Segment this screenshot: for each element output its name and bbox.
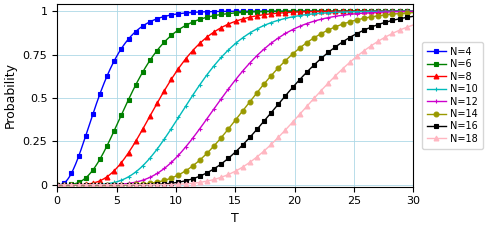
N=8 <box>264 13 270 16</box>
N=18 <box>146 183 151 186</box>
N=6 <box>322 10 328 13</box>
N=4 <box>322 10 328 13</box>
N=14 <box>411 11 416 14</box>
N=12 <box>215 101 221 104</box>
N=18 <box>54 183 60 186</box>
N=8 <box>54 183 60 186</box>
N=12 <box>146 177 151 179</box>
N=10 <box>215 59 221 62</box>
N=14 <box>215 140 221 142</box>
N=18 <box>215 177 221 180</box>
Line: N=18: N=18 <box>55 22 416 187</box>
N=10 <box>117 179 123 182</box>
N=8 <box>411 10 416 13</box>
N=6 <box>411 10 416 13</box>
Line: N=14: N=14 <box>55 10 416 187</box>
N=12 <box>411 10 416 13</box>
N=10 <box>264 23 270 26</box>
N=4 <box>411 10 416 13</box>
N=18 <box>411 24 416 26</box>
N=8 <box>146 117 151 120</box>
N=10 <box>411 10 416 13</box>
Line: N=6: N=6 <box>55 9 416 187</box>
N=4 <box>117 49 123 52</box>
N=8 <box>215 28 221 31</box>
N=14 <box>322 30 328 33</box>
N=10 <box>292 15 298 18</box>
Line: N=16: N=16 <box>55 14 416 187</box>
Line: N=10: N=10 <box>55 9 416 187</box>
N=6 <box>215 14 221 16</box>
Y-axis label: Probability: Probability <box>4 62 17 128</box>
N=16 <box>54 183 60 186</box>
N=4 <box>215 10 221 13</box>
N=16 <box>292 83 298 86</box>
N=4 <box>264 10 270 13</box>
N=6 <box>264 10 270 13</box>
N=12 <box>54 183 60 186</box>
N=16 <box>411 15 416 18</box>
N=6 <box>146 61 151 64</box>
Line: N=4: N=4 <box>55 9 416 187</box>
N=18 <box>292 118 298 121</box>
N=12 <box>292 27 298 30</box>
N=14 <box>117 183 123 186</box>
N=6 <box>292 10 298 13</box>
N=4 <box>54 183 60 186</box>
N=6 <box>54 183 60 186</box>
N=14 <box>146 182 151 185</box>
N=18 <box>117 183 123 186</box>
N=14 <box>264 79 270 82</box>
N=18 <box>264 147 270 150</box>
N=8 <box>322 10 328 13</box>
N=10 <box>146 158 151 161</box>
N=10 <box>54 183 60 186</box>
N=8 <box>292 11 298 14</box>
N=8 <box>117 163 123 165</box>
N=6 <box>117 116 123 119</box>
N=4 <box>146 21 151 24</box>
N=16 <box>215 165 221 167</box>
Line: N=8: N=8 <box>55 9 416 187</box>
N=18 <box>322 85 328 87</box>
N=10 <box>322 11 328 14</box>
N=14 <box>292 51 298 53</box>
Legend: N=4, N=6, N=8, N=10, N=12, N=14, N=16, N=18: N=4, N=6, N=8, N=10, N=12, N=14, N=16, N… <box>422 42 483 149</box>
N=16 <box>146 183 151 186</box>
Line: N=12: N=12 <box>55 9 416 187</box>
N=14 <box>54 183 60 186</box>
N=16 <box>117 183 123 186</box>
N=12 <box>322 17 328 20</box>
N=16 <box>322 54 328 56</box>
N=12 <box>264 45 270 48</box>
N=4 <box>292 10 298 13</box>
X-axis label: T: T <box>231 212 239 225</box>
N=16 <box>264 116 270 119</box>
N=12 <box>117 183 123 186</box>
